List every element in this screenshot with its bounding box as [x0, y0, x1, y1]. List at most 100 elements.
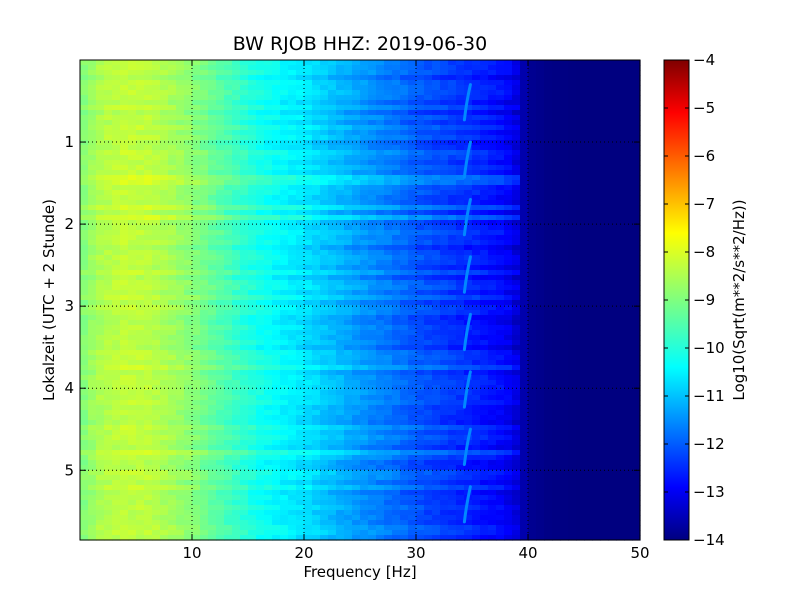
- heatmap-cell: [288, 75, 297, 81]
- heatmap-cell: [136, 395, 145, 401]
- heatmap-cell: [416, 145, 425, 151]
- heatmap-cell: [176, 115, 185, 121]
- heatmap-cell: [304, 155, 313, 161]
- heatmap-cell: [408, 405, 417, 411]
- heatmap-cell: [512, 330, 521, 336]
- heatmap-cell: [144, 110, 153, 116]
- heatmap-cell: [632, 285, 641, 291]
- heatmap-cell: [440, 350, 449, 356]
- heatmap-cell: [136, 375, 145, 381]
- heatmap-cell: [256, 285, 265, 291]
- heatmap-cell: [472, 190, 481, 196]
- heatmap-cell: [600, 325, 609, 331]
- heatmap-cell: [216, 135, 225, 141]
- heatmap-cell: [376, 375, 385, 381]
- heatmap-cell: [312, 180, 321, 186]
- heatmap-cell: [408, 155, 417, 161]
- heatmap-cell: [600, 260, 609, 266]
- heatmap-cell: [104, 80, 113, 86]
- heatmap-cell: [568, 165, 577, 171]
- heatmap-cell: [448, 240, 457, 246]
- heatmap-cell: [432, 80, 441, 86]
- heatmap-cell: [304, 90, 313, 96]
- heatmap-cell: [512, 190, 521, 196]
- heatmap-cell: [192, 350, 201, 356]
- heatmap-cell: [96, 290, 105, 296]
- heatmap-cell: [392, 270, 401, 276]
- heatmap-cell: [408, 325, 417, 331]
- heatmap-cell: [512, 120, 521, 126]
- heatmap-cell: [264, 270, 273, 276]
- heatmap-cell: [384, 255, 393, 261]
- heatmap-cell: [184, 365, 193, 371]
- heatmap-cell: [344, 85, 353, 91]
- heatmap-cell: [88, 240, 97, 246]
- heatmap-cell: [144, 150, 153, 156]
- heatmap-cell: [344, 355, 353, 361]
- heatmap-cell: [280, 355, 289, 361]
- heatmap-cell: [616, 150, 625, 156]
- heatmap-cell: [568, 380, 577, 386]
- heatmap-cell: [128, 315, 137, 321]
- heatmap-cell: [144, 255, 153, 261]
- heatmap-cell: [136, 235, 145, 241]
- heatmap-cell: [464, 340, 473, 346]
- heatmap-cell: [560, 70, 569, 76]
- heatmap-cell: [432, 240, 441, 246]
- heatmap-cell: [344, 350, 353, 356]
- heatmap-cell: [128, 145, 137, 151]
- heatmap-cell: [232, 390, 241, 396]
- heatmap-cell: [208, 315, 217, 321]
- heatmap-cell: [256, 360, 265, 366]
- heatmap-cell: [384, 140, 393, 146]
- heatmap-cell: [136, 85, 145, 91]
- heatmap-cell: [296, 375, 305, 381]
- heatmap-cell: [248, 330, 257, 336]
- heatmap-cell: [552, 400, 561, 406]
- heatmap-cell: [296, 285, 305, 291]
- heatmap-cell: [456, 125, 465, 131]
- heatmap-cell: [216, 245, 225, 251]
- heatmap-cell: [376, 205, 385, 211]
- heatmap-cell: [480, 220, 489, 226]
- heatmap-cell: [584, 170, 593, 176]
- heatmap-cell: [208, 325, 217, 331]
- heatmap-cell: [544, 75, 553, 81]
- heatmap-cell: [208, 75, 217, 81]
- heatmap-cell: [152, 400, 161, 406]
- heatmap-cell: [576, 215, 585, 221]
- heatmap-cell: [536, 70, 545, 76]
- heatmap-cell: [352, 300, 361, 306]
- heatmap-cell: [504, 325, 513, 331]
- heatmap-cell: [344, 200, 353, 206]
- heatmap-cell: [144, 285, 153, 291]
- heatmap-cell: [80, 375, 89, 381]
- heatmap-cell: [472, 210, 481, 216]
- heatmap-cell: [192, 85, 201, 91]
- heatmap-cell: [120, 290, 129, 296]
- heatmap-cell: [632, 215, 641, 221]
- heatmap-cell: [472, 355, 481, 361]
- heatmap-cell: [456, 200, 465, 206]
- heatmap-cell: [552, 270, 561, 276]
- heatmap-cell: [128, 270, 137, 276]
- heatmap-cell: [144, 165, 153, 171]
- heatmap-cell: [232, 225, 241, 231]
- heatmap-cell: [96, 355, 105, 361]
- heatmap-cell: [112, 190, 121, 196]
- heatmap-cell: [120, 280, 129, 286]
- heatmap-cell: [400, 120, 409, 126]
- heatmap-cell: [296, 230, 305, 236]
- heatmap-cell: [272, 245, 281, 251]
- heatmap-cell: [384, 155, 393, 161]
- heatmap-cell: [584, 395, 593, 401]
- heatmap-cell: [552, 405, 561, 411]
- heatmap-cell: [368, 360, 377, 366]
- heatmap-cell: [168, 235, 177, 241]
- heatmap-cell: [232, 135, 241, 141]
- heatmap-cell: [400, 355, 409, 361]
- heatmap-cell: [96, 130, 105, 136]
- heatmap-cell: [472, 280, 481, 286]
- heatmap-cell: [208, 180, 217, 186]
- heatmap-cell: [632, 290, 641, 296]
